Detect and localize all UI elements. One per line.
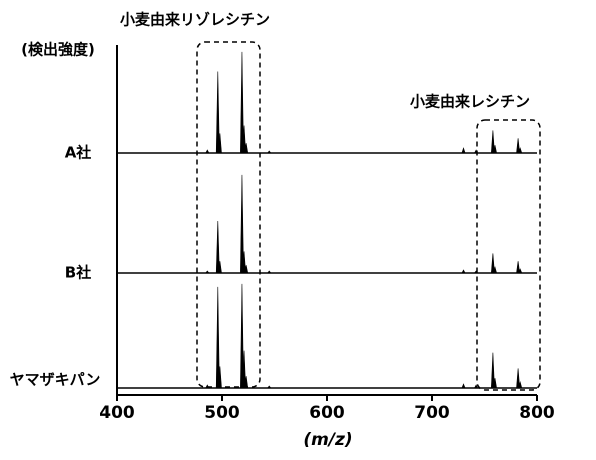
peak	[215, 286, 220, 389]
trace-label: B社	[65, 264, 91, 282]
peak	[490, 253, 495, 274]
peak	[205, 384, 210, 389]
peak	[516, 368, 521, 389]
peak	[493, 265, 497, 274]
highlight-box	[476, 119, 541, 391]
trace-label: ヤマザキパン	[10, 371, 101, 389]
peak	[217, 133, 222, 154]
peak	[267, 385, 272, 389]
peak	[242, 251, 246, 274]
peak	[461, 147, 466, 154]
x-tick-label: 500	[204, 403, 240, 423]
peak	[518, 380, 523, 389]
peak	[473, 149, 479, 154]
highlight-box	[196, 41, 261, 388]
peak	[205, 149, 210, 154]
x-tick-label: 600	[309, 403, 345, 423]
x-tick-label: 700	[414, 403, 450, 423]
peak	[516, 261, 521, 274]
peak	[244, 265, 249, 274]
x-tick-label: 400	[99, 403, 135, 423]
y-axis-label: (検出強度)	[21, 41, 95, 59]
annotation: 小麦由来リゾレシチン	[120, 11, 270, 29]
peak	[240, 283, 244, 389]
peak	[244, 143, 249, 154]
peak	[518, 147, 523, 154]
peak	[217, 261, 222, 274]
peak	[242, 125, 246, 154]
peak	[240, 51, 244, 154]
peak	[473, 384, 479, 389]
peak	[244, 376, 249, 389]
peak	[215, 220, 220, 274]
peak	[461, 269, 466, 274]
peak	[215, 71, 220, 154]
peak	[267, 270, 272, 274]
peak	[461, 383, 466, 389]
annotation: 小麦由来レシチン	[410, 93, 530, 111]
peak	[490, 130, 495, 154]
peak	[242, 350, 246, 389]
x-tick-label: 800	[519, 403, 555, 423]
peak	[267, 150, 272, 154]
peak	[516, 138, 521, 154]
x-axis-label: (m/z)	[303, 430, 352, 450]
peak	[240, 174, 244, 274]
peak	[493, 378, 497, 389]
peak	[490, 352, 495, 389]
peak	[518, 268, 523, 274]
peak	[473, 270, 479, 274]
trace-label: A社	[65, 144, 92, 162]
peak	[493, 145, 497, 154]
peak	[217, 366, 222, 389]
peak	[205, 270, 210, 274]
